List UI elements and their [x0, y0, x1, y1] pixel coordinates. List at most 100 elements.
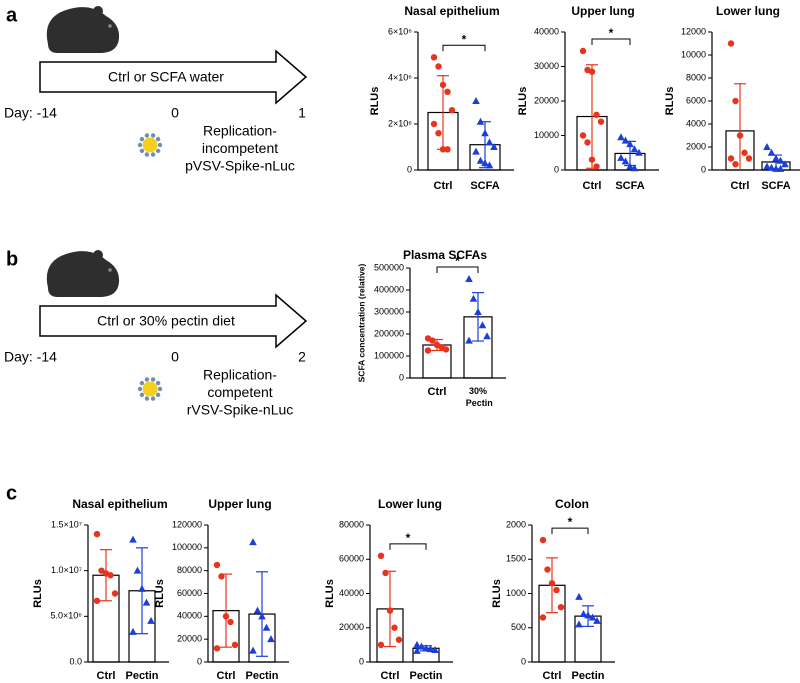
- data-point: [483, 332, 491, 340]
- y-tick-label: 6000: [686, 95, 706, 105]
- data-point: [138, 584, 146, 592]
- x-tick-label: Ctrl: [217, 670, 236, 682]
- y-tick-label: 2×10⁶: [388, 118, 412, 128]
- virus-spike: [139, 136, 145, 142]
- data-point: [93, 530, 101, 538]
- virus-spike: [144, 133, 150, 138]
- data-point: [584, 139, 591, 146]
- schematic: Ctrl or SCFA water Day: -14 0 1 Replication-…: [4, 6, 308, 174]
- data-point: [485, 138, 494, 146]
- chart-title: Nasal epithelium: [404, 4, 499, 18]
- data-point: [557, 604, 565, 611]
- data-point: [553, 586, 560, 594]
- x-tick-label: Pectin: [409, 670, 442, 682]
- virus-label: Replication-: [203, 367, 277, 383]
- virus-spike: [155, 392, 161, 398]
- x-tick-label: SCFA: [761, 180, 790, 192]
- y-tick-label: 60000: [339, 554, 364, 564]
- data-point: [391, 624, 398, 631]
- data-point: [249, 646, 257, 654]
- chart-title: Plasma SCFAs: [403, 248, 487, 262]
- hamster-ear: [93, 250, 103, 260]
- y-axis-label: RLUs: [517, 87, 529, 116]
- virus-spike: [155, 380, 161, 386]
- y-tick-label: 500000: [374, 262, 404, 272]
- hamster-eye: [108, 268, 112, 272]
- data-point: [732, 161, 739, 168]
- data-point: [431, 646, 439, 654]
- data-point: [469, 294, 478, 302]
- x-tick-label: Ctrl: [381, 670, 400, 682]
- data-point: [727, 40, 735, 47]
- data-point: [382, 569, 389, 577]
- data-point: [417, 642, 426, 650]
- data-point: [626, 140, 634, 148]
- y-tick-label: 10000: [681, 49, 706, 59]
- data-point: [231, 641, 239, 649]
- y-tick-label: 40000: [339, 588, 364, 598]
- y-tick-label: 0: [407, 164, 412, 174]
- y-axis-label: RLUs: [32, 579, 44, 608]
- data-point: [781, 160, 789, 168]
- virus-spike: [139, 392, 145, 398]
- data-point: [776, 156, 785, 164]
- virus-spike: [150, 377, 156, 382]
- data-point: [630, 145, 639, 153]
- data-point: [621, 136, 630, 144]
- y-tick-label: 1000: [506, 588, 526, 598]
- data-point: [444, 146, 451, 153]
- data-point: [439, 146, 447, 153]
- day-label: 0: [171, 349, 179, 365]
- virus-spike: [137, 386, 143, 392]
- data-point: [539, 536, 547, 544]
- significance-label: *: [455, 254, 460, 268]
- data-point: [741, 149, 748, 156]
- data-point: [386, 607, 394, 614]
- chart-title: Lower lung: [378, 497, 442, 511]
- y-tick-label: 0: [701, 164, 706, 174]
- x-tick-label: Ctrl: [583, 180, 602, 192]
- data-point: [575, 592, 583, 600]
- data-point: [763, 143, 771, 150]
- hamster: [46, 7, 120, 54]
- data-point: [593, 163, 600, 170]
- y-tick-label: 10000: [534, 130, 559, 140]
- x-tick-label: SCFA: [470, 180, 499, 192]
- data-point: [222, 613, 230, 620]
- virus-label: rVSV-Spike-nLuc: [187, 402, 294, 418]
- y-tick-label: 0: [554, 164, 559, 174]
- data-point: [732, 97, 739, 105]
- y-tick-label: 5.0×10⁶: [51, 611, 83, 621]
- data-point: [227, 618, 234, 626]
- data-point: [107, 572, 114, 579]
- y-tick-label: 12000: [681, 26, 706, 36]
- y-tick-label: 120000: [172, 519, 202, 529]
- y-tick-label: 8000: [686, 72, 706, 82]
- y-axis-label: RLUs: [154, 579, 166, 608]
- data-point: [617, 153, 625, 161]
- x-tick-label: Pectin: [125, 670, 158, 682]
- chart-title: Colon: [555, 497, 589, 511]
- y-tick-label: 100000: [374, 350, 404, 360]
- data-point: [593, 616, 601, 624]
- y-tick-label: 80000: [339, 519, 364, 529]
- y-axis-label: RLUs: [369, 87, 381, 116]
- data-point: [426, 645, 435, 653]
- data-point: [424, 347, 432, 354]
- data-point: [588, 613, 597, 621]
- data-point: [444, 88, 451, 96]
- day-label: 0: [171, 105, 179, 121]
- data-point: [476, 156, 485, 164]
- y-tick-label: 1.0×10⁷: [51, 565, 82, 575]
- data-point: [413, 640, 421, 648]
- data-point: [584, 611, 592, 619]
- data-point: [539, 614, 547, 621]
- y-tick-label: 4×10⁶: [388, 72, 412, 82]
- data-point: [262, 623, 271, 631]
- significance-label: *: [568, 515, 573, 529]
- data-point: [133, 566, 142, 574]
- virus-spike: [150, 396, 156, 401]
- data-point: [395, 636, 403, 643]
- y-tick-label: 400000: [374, 284, 404, 294]
- day-label: 2: [298, 349, 306, 365]
